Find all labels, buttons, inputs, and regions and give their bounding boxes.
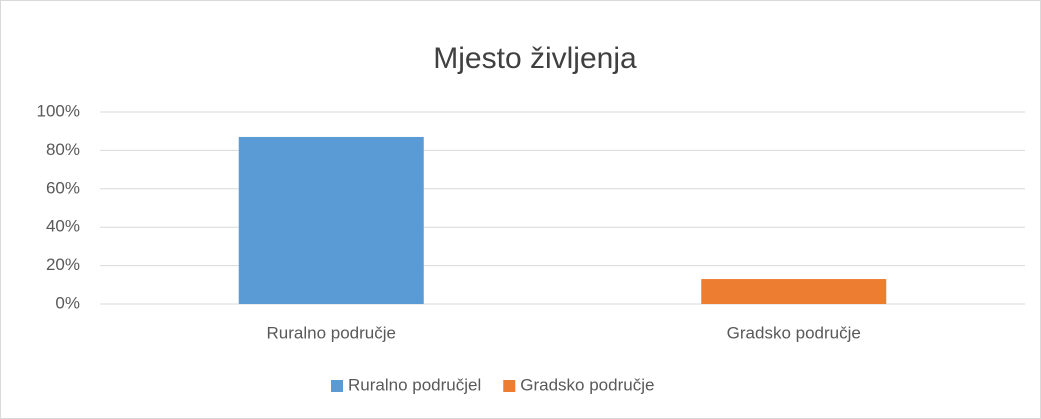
y-tick-label: 20% <box>46 255 80 274</box>
y-tick-label: 80% <box>46 140 80 159</box>
legend-swatch <box>503 380 516 392</box>
legend-label: Gradsko područje <box>520 375 654 394</box>
chart-title: Mjesto življenja <box>433 42 637 75</box>
y-tick-label: 0% <box>55 293 80 312</box>
y-tick-label: 100% <box>37 101 80 120</box>
bar <box>701 279 887 304</box>
y-tick-label: 40% <box>46 217 80 236</box>
x-tick-label: Gradsko područje <box>727 323 861 342</box>
legend-swatch <box>331 380 343 392</box>
x-tick-label: Ruralno područje <box>267 323 396 342</box>
legend-label: Ruralno područjel <box>348 375 481 394</box>
bar <box>238 136 424 304</box>
y-tick-label: 60% <box>46 178 80 197</box>
